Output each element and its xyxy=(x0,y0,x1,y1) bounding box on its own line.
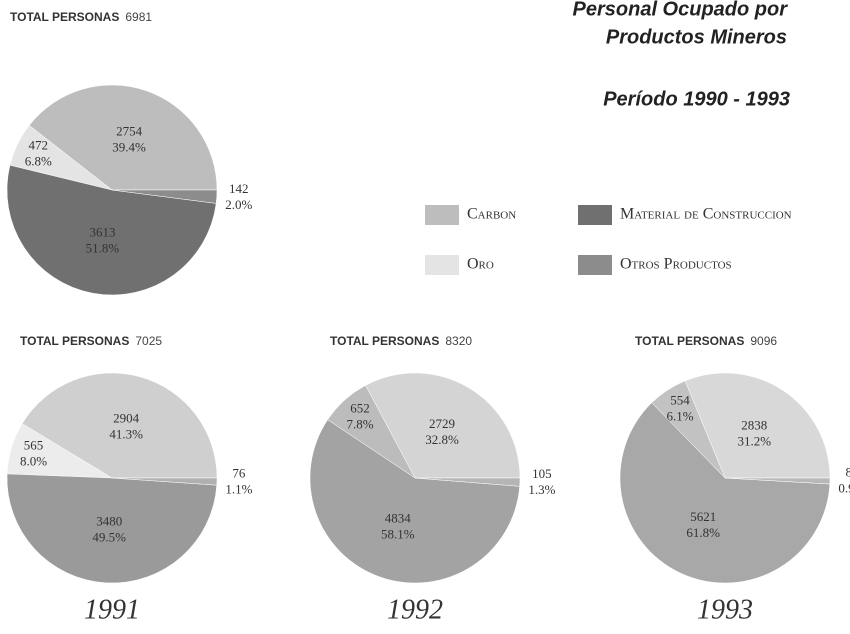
legend-swatch xyxy=(578,205,612,225)
legend-swatch xyxy=(425,205,459,225)
value-label: 2729 xyxy=(429,416,455,431)
year: 1991 xyxy=(84,594,140,625)
title: Personal Ocupado por xyxy=(573,0,789,20)
value-label: 554 xyxy=(670,393,690,408)
pie-slice xyxy=(111,189,218,204)
pie-slice xyxy=(309,419,520,584)
value-label: 2904 xyxy=(113,410,140,425)
percent-label: 32.8% xyxy=(425,432,459,447)
value-label: 5621 xyxy=(690,509,716,524)
legend-label: Otros Productos xyxy=(620,256,732,273)
total: 9096 xyxy=(750,334,777,348)
chart-title: TOTAL PERSONAS xyxy=(10,10,119,24)
legend-label: Carbon xyxy=(467,206,516,223)
percent-label: 0.9% xyxy=(838,481,850,496)
pie-slice xyxy=(619,402,831,584)
percent-label: 49.5% xyxy=(92,529,126,544)
year: 1993 xyxy=(697,594,753,625)
value-label: 472 xyxy=(29,137,49,152)
percent-label: 6.1% xyxy=(667,409,694,424)
value-label: 3613 xyxy=(89,225,115,240)
total: 7025 xyxy=(135,334,162,348)
pie-slice xyxy=(365,372,521,479)
percent-label: 1.3% xyxy=(528,482,555,497)
pie-slice xyxy=(21,372,218,479)
value-label: 83 xyxy=(845,465,850,480)
total: 6981 xyxy=(125,10,152,24)
value-label: 652 xyxy=(350,400,370,415)
value-label: 2838 xyxy=(741,417,767,432)
percent-label: 61.8% xyxy=(686,525,720,540)
period: Período 1990 - 1993 xyxy=(603,88,790,110)
pie-slice xyxy=(111,477,218,486)
percent-label: 2.0% xyxy=(225,197,252,212)
percent-label: 51.8% xyxy=(86,241,120,256)
value-label: 76 xyxy=(232,465,246,480)
chart-title: TOTAL PERSONAS xyxy=(20,334,129,348)
value-label: 105 xyxy=(532,466,552,481)
title: Productos Mineros xyxy=(606,26,787,48)
legend-label: Oro xyxy=(467,256,494,273)
legend-swatch xyxy=(578,255,612,275)
pie-slice xyxy=(6,473,218,584)
total: 8320 xyxy=(445,334,472,348)
chart-title: TOTAL PERSONAS xyxy=(330,334,439,348)
legend-swatch xyxy=(425,255,459,275)
percent-label: 8.0% xyxy=(20,453,47,468)
value-label: 3480 xyxy=(96,513,122,528)
percent-label: 1.1% xyxy=(225,481,252,496)
value-label: 2754 xyxy=(116,123,143,138)
pie-slice xyxy=(724,477,831,485)
value-label: 4834 xyxy=(385,511,412,526)
pie-slice xyxy=(414,477,521,487)
percent-label: 31.2% xyxy=(737,433,771,448)
year: 1992 xyxy=(387,594,443,625)
pie-slice xyxy=(6,164,217,296)
percent-label: 58.1% xyxy=(381,527,415,542)
pie-slice xyxy=(684,372,831,479)
value-label: 142 xyxy=(229,181,249,196)
pie-slice xyxy=(28,84,218,191)
legend-label: Material de Construccion xyxy=(620,206,792,223)
percent-label: 41.3% xyxy=(109,426,143,441)
chart-title: TOTAL PERSONAS xyxy=(635,334,744,348)
percent-label: 7.8% xyxy=(346,416,373,431)
percent-label: 6.8% xyxy=(25,153,52,168)
value-label: 565 xyxy=(24,437,44,452)
percent-label: 39.4% xyxy=(112,139,146,154)
